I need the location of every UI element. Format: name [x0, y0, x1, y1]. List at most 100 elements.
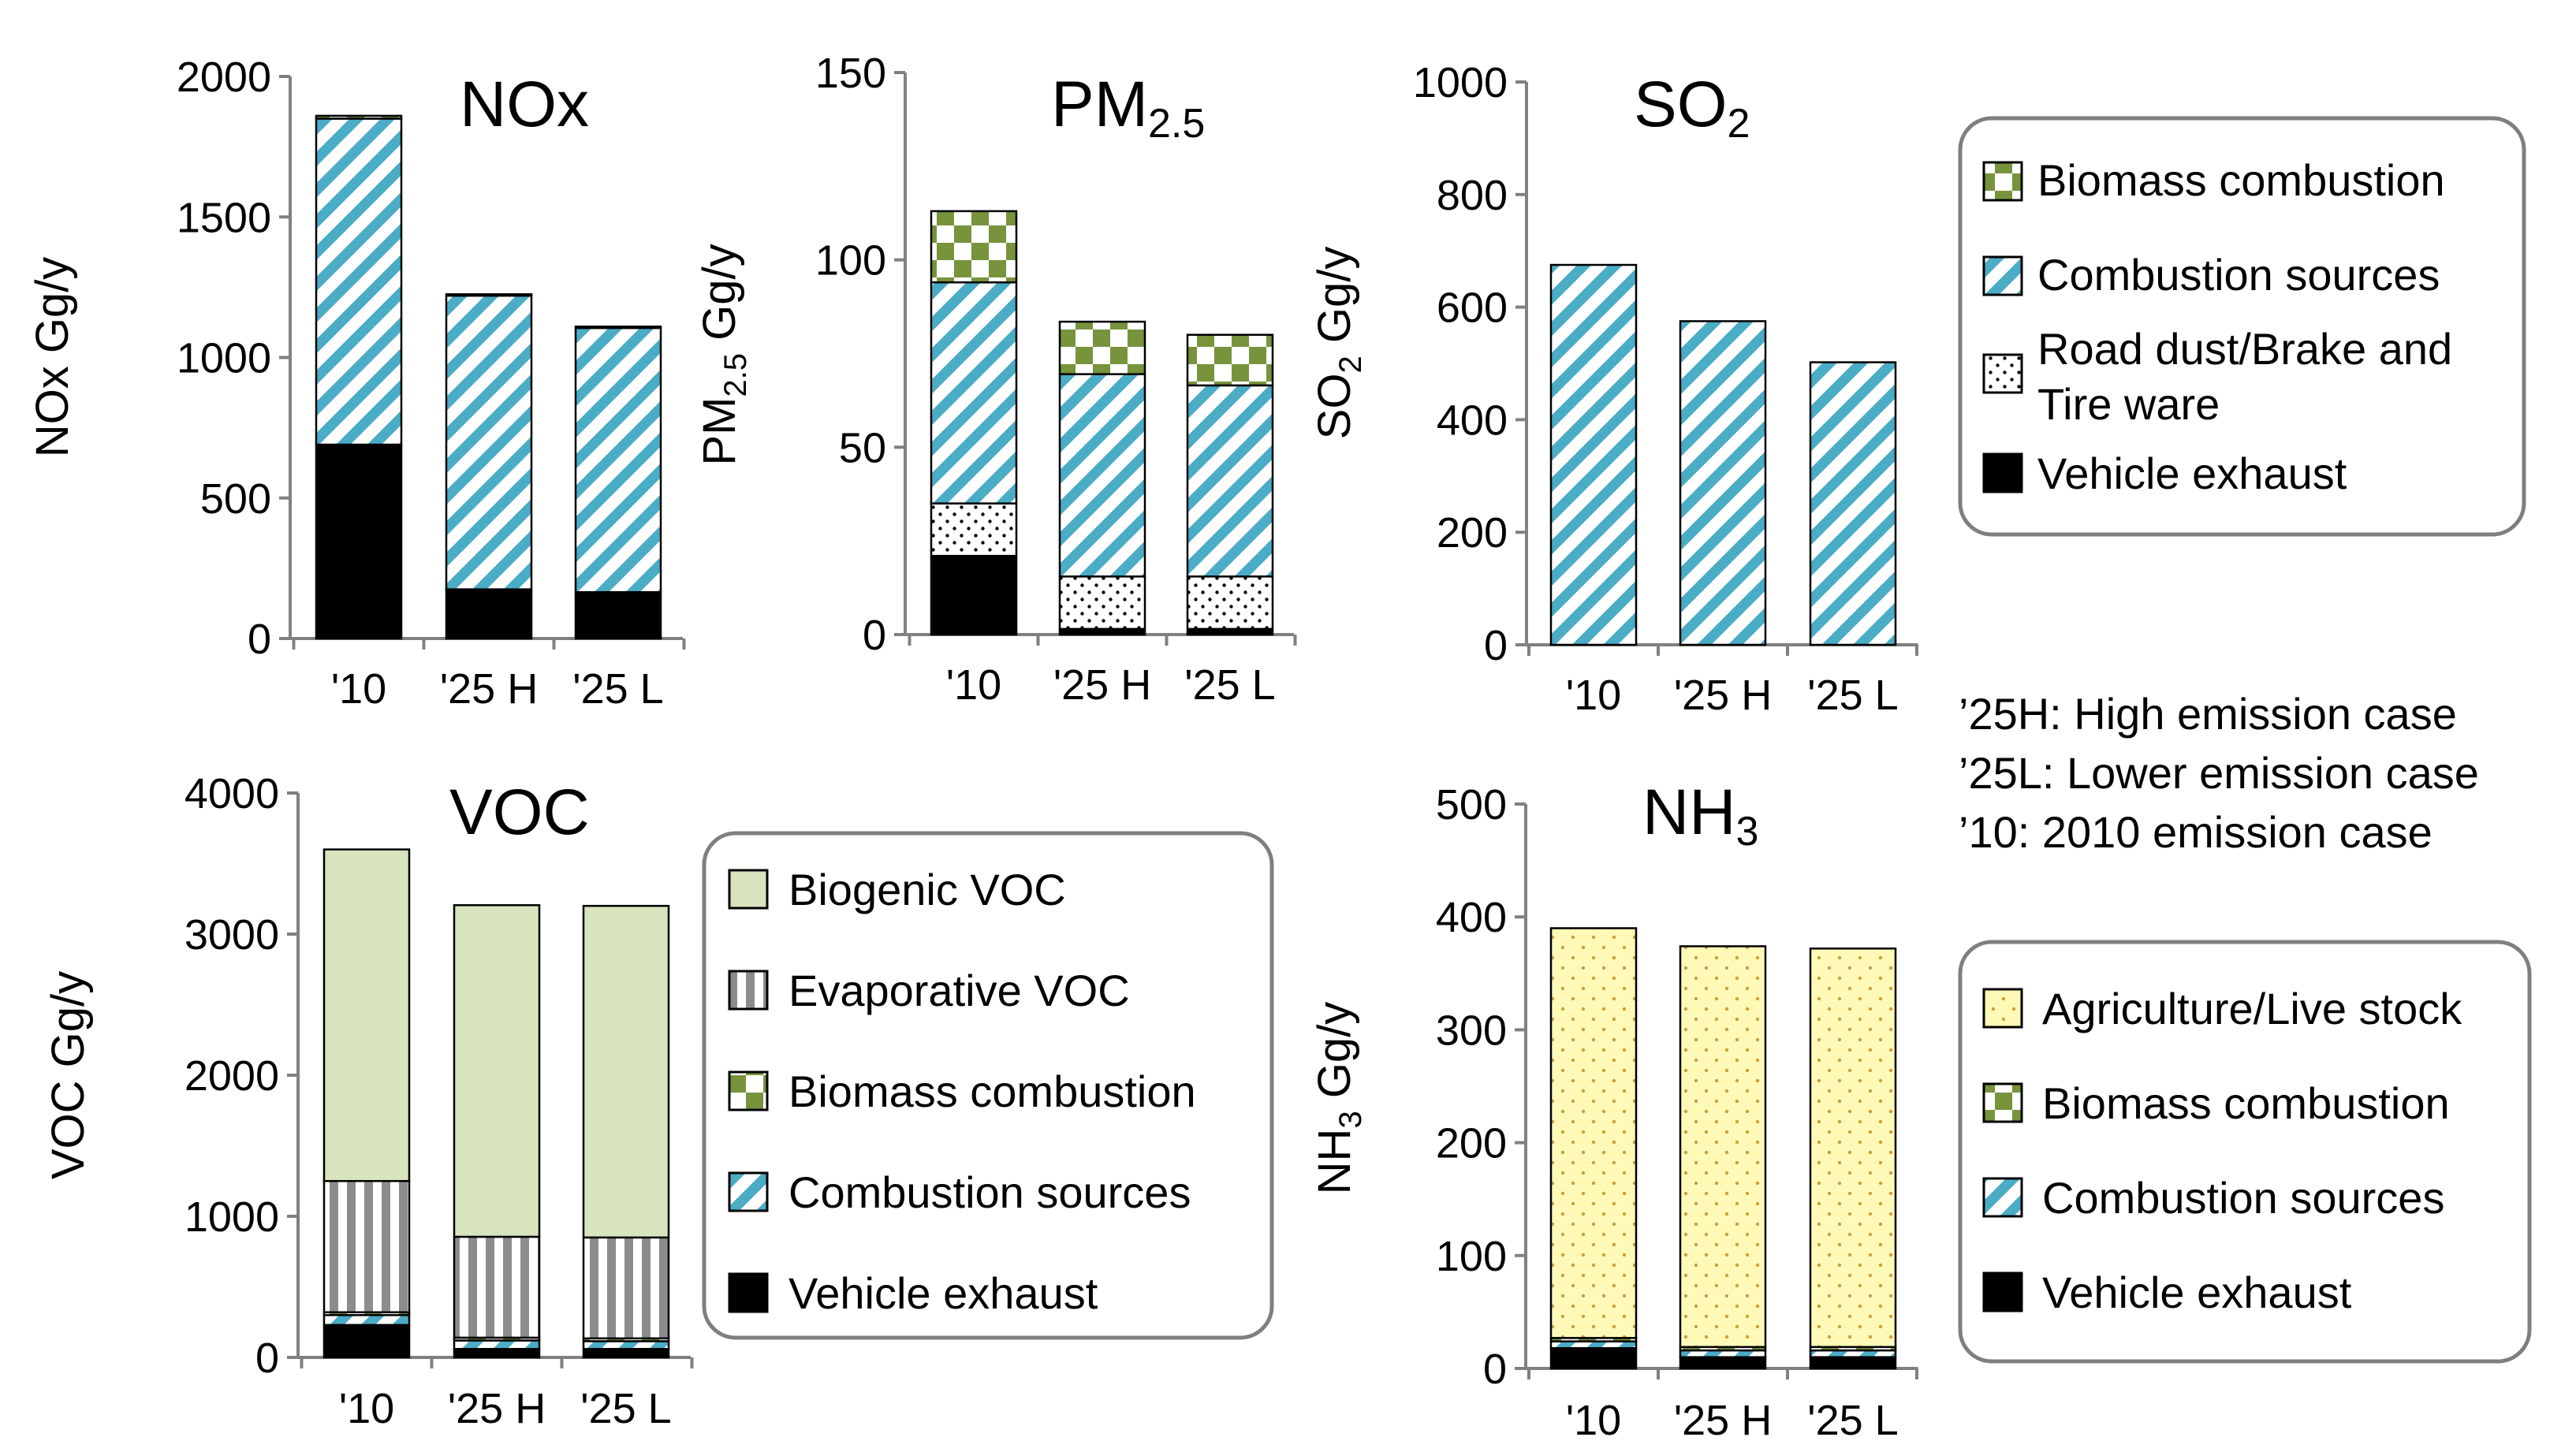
bar-combustion — [1809, 361, 1897, 646]
x-tick-label: '25 H — [448, 1385, 546, 1432]
scenario-notes: ’25H: High emission case ’25L: Lower emi… — [1959, 689, 2479, 857]
bar-vehicle — [315, 443, 403, 640]
y-tick-label: 1000 — [185, 1193, 279, 1241]
bar-road — [930, 502, 1018, 557]
y-tick-label: 200 — [1437, 509, 1508, 557]
legend-swatch-evaporative — [728, 970, 769, 1011]
x-tick-label: '10 — [331, 665, 386, 713]
bar-combustion — [1058, 373, 1146, 578]
legend-swatch-vehicle — [728, 1272, 769, 1313]
legend-top-frame — [1958, 116, 2526, 537]
legend-swatch-road-dust — [1982, 353, 2023, 394]
legend-label: Vehicle exhaust — [2042, 1268, 2352, 1317]
bar-agriculture — [1549, 927, 1638, 1339]
bar-vehicle — [1809, 1356, 1897, 1370]
legend-swatch-combustion — [728, 1171, 769, 1212]
bar-evaporative — [322, 1180, 411, 1313]
bar-vehicle — [582, 1348, 670, 1359]
bar-biomass — [1186, 333, 1274, 387]
y-tick-label: 2000 — [177, 54, 271, 101]
y-tick-label: 150 — [815, 50, 886, 97]
bar-biomass — [930, 210, 1018, 284]
y-tick-label: 0 — [255, 1335, 279, 1382]
bar-biomass — [574, 326, 662, 329]
bar-vehicle — [930, 554, 1018, 636]
legend-label: Combustion sources — [788, 1167, 1191, 1217]
legend-swatch-agriculture — [1982, 988, 2023, 1029]
bar-combustion — [445, 294, 533, 590]
y-tick-label: 100 — [1436, 1233, 1507, 1280]
legend-swatch-biomass — [1982, 161, 2023, 202]
legend-nh3: Agriculture/Live stock Biomass combustio… — [1982, 984, 2462, 1317]
legend-nh3-frame — [1958, 940, 2532, 1364]
chart-voc: 0 1000 2000 3000 4000 '10 '25 H '25 L VOC VOC Gg/… — [43, 770, 694, 1432]
bar-combustion — [1549, 263, 1638, 646]
x-tick-label: '25 H — [440, 665, 538, 713]
y-tick-label: 0 — [1483, 1346, 1507, 1393]
bar-vehicle — [1549, 1346, 1638, 1370]
legend-swatch-biomass — [1982, 1082, 2023, 1123]
bar-combustion — [930, 281, 1018, 504]
y-tick-label: 400 — [1436, 894, 1507, 941]
y-tick-label: 600 — [1437, 285, 1508, 332]
y-tick-label: 400 — [1437, 397, 1508, 444]
chart-nh3: 0 100 200 300 400 500 '10 '25 H '25 L NH3 NH3 Gg/y — [1309, 776, 1918, 1444]
bar-combustion — [1186, 384, 1274, 578]
bar-biogenic — [582, 904, 670, 1239]
y-tick-label: 0 — [1484, 622, 1508, 669]
bar-vehicle — [1679, 1356, 1767, 1370]
x-tick-label: '25 L — [1184, 661, 1275, 709]
x-tick-label: '25 H — [1053, 661, 1151, 709]
chart-title: VOC — [449, 776, 590, 848]
bar-agriculture — [1679, 945, 1767, 1349]
legend-label: Combustion sources — [2042, 1173, 2444, 1223]
legend-label: Tire ware — [2037, 379, 2220, 429]
bar-vehicle — [574, 590, 662, 640]
chart-title: NH3 — [1642, 776, 1758, 854]
y-tick-label: 500 — [1436, 781, 1507, 828]
bar-vehicle — [453, 1348, 541, 1359]
legend-label: Biomass combustion — [788, 1067, 1196, 1116]
bar-evaporative — [582, 1236, 670, 1340]
y-tick-label: 4000 — [185, 770, 279, 817]
y-tick-label: 50 — [839, 424, 886, 471]
bar-combustion — [322, 1314, 411, 1327]
y-tick-label: 800 — [1437, 172, 1508, 219]
bar-combustion — [582, 1340, 670, 1350]
bar-vehicle — [445, 588, 533, 640]
legend-label: Biogenic VOC — [788, 865, 1066, 914]
chart-so2: 0 200 400 600 800 1000 '10 '25 H '25 L SO2 SO2 Gg/… — [1309, 59, 1918, 719]
x-tick-label: '10 — [946, 661, 1001, 709]
y-tick-label: 100 — [815, 237, 886, 285]
x-tick-label: '25 H — [1674, 1397, 1772, 1444]
legend-voc-frame — [702, 831, 1274, 1340]
bar-biomass — [445, 293, 533, 297]
y-tick-label: 3000 — [185, 911, 279, 959]
y-axis-label: SO2 Gg/y — [1309, 247, 1368, 440]
chart-title: NOx — [460, 69, 589, 140]
y-tick-label: 2000 — [185, 1052, 279, 1100]
x-tick-label: '10 — [1566, 1397, 1621, 1444]
x-tick-label: '25 L — [580, 1385, 671, 1432]
chart-title: PM2.5 — [1051, 69, 1205, 147]
bar-vehicle — [322, 1324, 411, 1359]
y-tick-label: 1000 — [177, 335, 271, 382]
legend-label: Biomass combustion — [2037, 155, 2445, 205]
x-tick-label: '25 L — [572, 665, 663, 713]
chart-title: SO2 — [1634, 69, 1750, 147]
chart-nox: 0 500 1000 1500 2000 '10 '25 H '25 L NOx NOx Gg/y — [27, 54, 686, 713]
legend-swatch-combustion — [1982, 255, 2023, 296]
y-tick-label: 300 — [1436, 1007, 1507, 1054]
x-tick-label: '10 — [339, 1385, 394, 1432]
legend-swatch-biomass — [728, 1070, 769, 1111]
bar-combustion — [1679, 1349, 1767, 1358]
bar-combustion — [574, 326, 662, 594]
y-tick-label: 1000 — [1413, 59, 1508, 106]
bar-combustion — [315, 117, 403, 446]
note-line: ’25H: High emission case — [1959, 689, 2457, 739]
x-tick-label: '25 L — [1807, 672, 1898, 719]
x-tick-label: '25 L — [1807, 1397, 1898, 1444]
legend-swatch-biogenic — [728, 869, 769, 910]
y-axis-label: NH3 Gg/y — [1309, 1002, 1368, 1195]
legend-top: Biomass combustion Combustion sources Ro… — [1982, 155, 2452, 498]
